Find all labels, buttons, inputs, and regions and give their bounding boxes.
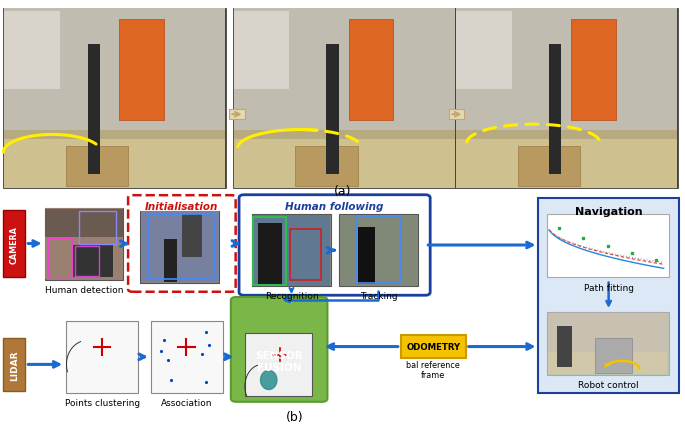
- Bar: [456, 9, 678, 189]
- Bar: [4, 12, 60, 90]
- Bar: [45, 209, 123, 279]
- Bar: [253, 217, 286, 285]
- Bar: [233, 9, 456, 189]
- Bar: [290, 230, 321, 280]
- Bar: [549, 45, 562, 174]
- Bar: [295, 147, 358, 187]
- Bar: [547, 215, 669, 278]
- Text: Path fitting: Path fitting: [584, 283, 634, 292]
- Bar: [349, 20, 393, 120]
- Text: Points clustering: Points clustering: [65, 398, 140, 407]
- Bar: [234, 135, 455, 188]
- Text: Tracking: Tracking: [360, 292, 397, 301]
- Bar: [140, 211, 219, 283]
- Bar: [548, 313, 667, 375]
- Text: (a): (a): [334, 184, 351, 197]
- Bar: [182, 215, 202, 258]
- Bar: [234, 12, 289, 90]
- Text: CAMERA: CAMERA: [10, 225, 19, 263]
- Bar: [456, 135, 677, 188]
- Bar: [595, 339, 632, 373]
- Bar: [48, 238, 72, 278]
- Bar: [3, 339, 25, 391]
- FancyBboxPatch shape: [231, 297, 327, 402]
- Bar: [548, 352, 667, 375]
- Bar: [234, 9, 455, 138]
- Bar: [401, 335, 466, 358]
- Text: Human detection: Human detection: [45, 285, 123, 294]
- Bar: [234, 131, 455, 140]
- Bar: [245, 333, 312, 396]
- Bar: [66, 321, 138, 393]
- Bar: [149, 214, 214, 279]
- Bar: [538, 198, 679, 393]
- Bar: [3, 210, 25, 278]
- Bar: [3, 9, 226, 189]
- Bar: [164, 239, 177, 282]
- Text: ODOMETRY: ODOMETRY: [406, 342, 460, 351]
- Text: Initialisation: Initialisation: [145, 202, 219, 212]
- Text: (b): (b): [286, 410, 303, 423]
- Polygon shape: [260, 371, 277, 390]
- Bar: [88, 45, 100, 174]
- Bar: [229, 110, 245, 120]
- Bar: [4, 135, 225, 188]
- Text: Association: Association: [161, 398, 212, 407]
- Bar: [4, 131, 225, 140]
- Bar: [571, 20, 616, 120]
- Text: Human following: Human following: [286, 202, 384, 212]
- Bar: [456, 9, 677, 138]
- Bar: [547, 312, 669, 375]
- Bar: [449, 110, 464, 120]
- Text: Recognition: Recognition: [264, 292, 319, 301]
- Bar: [66, 147, 128, 187]
- Bar: [75, 247, 99, 276]
- Text: LIDAR: LIDAR: [10, 349, 19, 380]
- Bar: [253, 215, 330, 286]
- Bar: [151, 321, 223, 393]
- Bar: [327, 45, 338, 174]
- Bar: [252, 215, 331, 286]
- Bar: [356, 218, 401, 283]
- Bar: [358, 227, 375, 284]
- Text: Navigation: Navigation: [575, 206, 643, 216]
- Bar: [45, 209, 123, 237]
- Bar: [258, 224, 282, 284]
- Bar: [339, 215, 418, 286]
- Bar: [518, 147, 580, 187]
- Bar: [141, 212, 219, 283]
- Bar: [4, 9, 225, 138]
- Bar: [79, 212, 116, 244]
- Bar: [557, 326, 572, 367]
- Bar: [456, 12, 512, 90]
- Text: bal reference
frame: bal reference frame: [406, 360, 460, 380]
- Bar: [72, 246, 113, 278]
- Bar: [456, 131, 677, 140]
- Bar: [119, 20, 164, 120]
- Bar: [45, 208, 123, 280]
- Text: Robot control: Robot control: [578, 381, 639, 390]
- Bar: [340, 215, 417, 286]
- Text: SENSOR
FUSION: SENSOR FUSION: [256, 350, 303, 372]
